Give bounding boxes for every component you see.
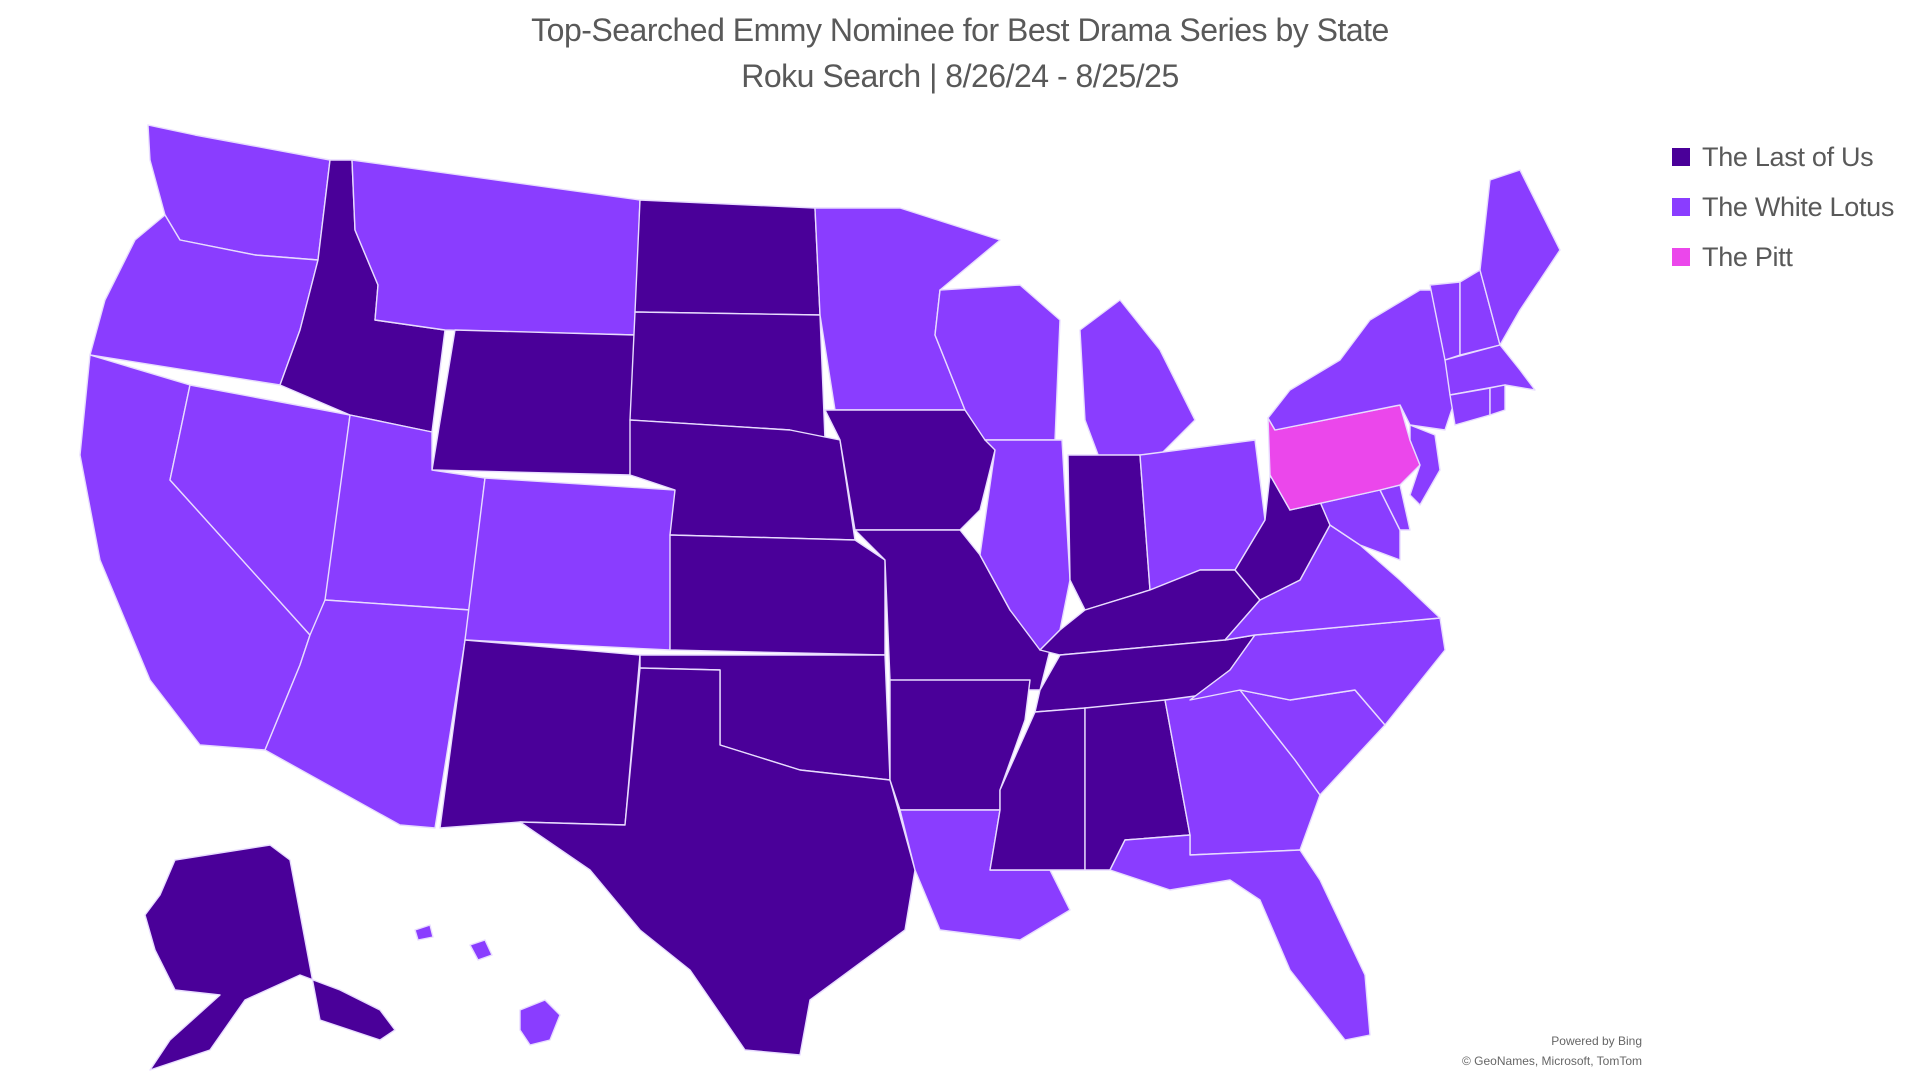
map-subtitle: Roku Search | 8/26/24 - 8/25/25: [741, 58, 1179, 94]
legend-item-last-of-us: The Last of Us: [1672, 132, 1894, 182]
state-ak: [144, 844, 396, 1071]
state-co: [464, 477, 676, 651]
state-nj: [1409, 424, 1441, 506]
state-sd: [629, 311, 826, 441]
state-in: [1067, 454, 1151, 611]
legend-swatch-the-pitt: [1672, 248, 1690, 266]
legend-label: The Last of Us: [1702, 141, 1874, 172]
state-nc: [1189, 617, 1446, 726]
state-tx: [519, 667, 916, 1056]
legend-swatch-white-lotus: [1672, 198, 1690, 216]
state-mi: [1079, 299, 1196, 461]
map-title: Top-Searched Emmy Nominee for Best Drama…: [531, 12, 1389, 48]
legend-label: The White Lotus: [1702, 191, 1895, 222]
state-hi: [414, 924, 561, 1046]
legend-item-the-pitt: The Pitt: [1672, 232, 1894, 282]
state-nm: [439, 639, 641, 829]
state-ks: [669, 534, 886, 656]
legend-swatch-last-of-us: [1672, 148, 1690, 166]
state-ny: [1267, 289, 1456, 431]
map-copyright: © GeoNames, Microsoft, TomTom: [1462, 1054, 1642, 1068]
legend-label: The Pitt: [1702, 241, 1793, 272]
state-mo: [854, 529, 1051, 691]
state-ct: [1449, 387, 1491, 426]
state-fl: [1109, 834, 1371, 1041]
state-wy: [431, 329, 636, 476]
state-ri: [1489, 384, 1506, 416]
state-nd: [634, 199, 821, 316]
state-mt: [351, 159, 641, 336]
legend: The Last of Us The White Lotus The Pitt: [1672, 132, 1894, 282]
powered-by-bing: Powered by Bing: [1551, 1034, 1642, 1048]
legend-item-white-lotus: The White Lotus: [1672, 182, 1894, 232]
